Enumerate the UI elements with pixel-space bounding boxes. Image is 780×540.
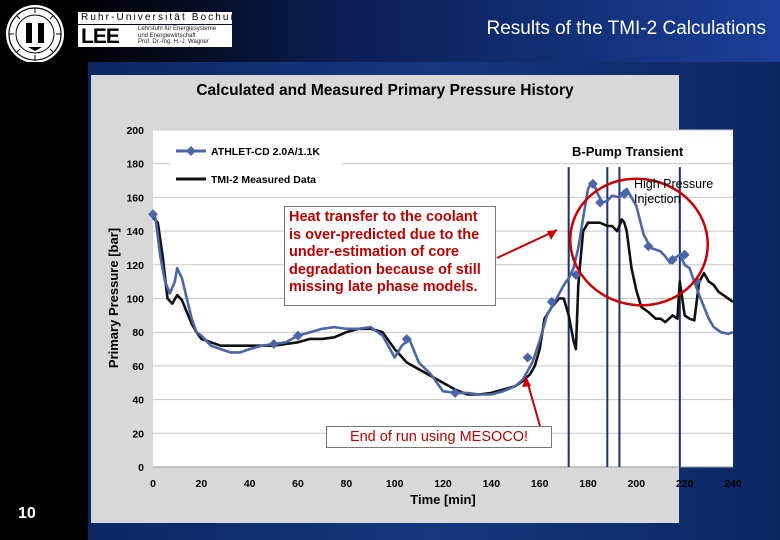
- series-marker-athlet: [691, 276, 702, 287]
- institute-lines: Lehrstuhl für Energiesysteme und Energie…: [138, 26, 216, 46]
- x-tick-label: 0: [150, 478, 156, 490]
- y-tick-label: 120: [126, 260, 144, 272]
- y-tick-label: 20: [132, 428, 144, 440]
- x-axis-label: Time [min]: [410, 492, 476, 507]
- x-tick-label: 100: [386, 478, 404, 490]
- y-axis-label: Primary Pressure [bar]: [106, 228, 121, 368]
- x-tick-label: 200: [628, 478, 646, 490]
- series-marker-athlet: [522, 352, 533, 363]
- slide-number: 10: [18, 505, 36, 522]
- chart-title: Calculated and Measured Primary Pressure…: [196, 82, 574, 99]
- series-marker-athlet: [293, 330, 303, 341]
- legend-marker-athlet: [186, 146, 196, 156]
- series-marker-athlet: [546, 296, 557, 307]
- x-tick-label: 220: [676, 478, 694, 490]
- end-of-run-annotation: End of run using MESOCO!: [326, 426, 552, 448]
- series-line-tmi2: [152, 216, 734, 396]
- data-series: [148, 178, 734, 398]
- institute-abbr: LEE: [81, 25, 120, 48]
- left-sidebar: [0, 62, 88, 540]
- series-marker-athlet: [667, 254, 678, 265]
- series-marker-athlet: [595, 197, 606, 208]
- y-tick-label: 160: [126, 192, 144, 204]
- y-tick-label: 0: [138, 462, 144, 474]
- legend-label-athlet: ATHLET-CD 2.0A/1.1K: [211, 146, 320, 158]
- highlight-ellipse: [568, 177, 710, 307]
- x-tick-label: 40: [244, 478, 256, 490]
- y-tick-label: 140: [126, 226, 144, 238]
- legend-label-tmi2: TMI-2 Measured Data: [211, 174, 316, 186]
- institute-logo: LEE Lehrstuhl für Energiesysteme und Ene…: [78, 25, 232, 48]
- y-tick-label: 100: [126, 294, 144, 306]
- x-tick-label: 180: [579, 478, 597, 490]
- series-marker-athlet: [401, 333, 412, 344]
- series-marker-athlet: [643, 241, 654, 252]
- x-tick-label: 140: [483, 478, 501, 490]
- university-name: Ruhr-Universität Bochum: [78, 12, 232, 24]
- y-tick-label: 60: [132, 361, 144, 373]
- annotation-arrows: [496, 229, 558, 427]
- page-title: Results of the TMI-2 Calculations: [486, 18, 767, 39]
- series-marker-athlet: [570, 269, 581, 280]
- chart-legend: ATHLET-CD 2.0A/1.1K TMI-2 Measured Data: [170, 136, 342, 192]
- slide-header: Ruhr-Universität Bochum LEE Lehrstuhl fü…: [0, 0, 780, 65]
- legend-box: [170, 136, 342, 192]
- series-marker-athlet: [679, 249, 690, 260]
- x-tick-label: 80: [340, 478, 352, 490]
- series-marker-athlet: [619, 189, 630, 200]
- arrowhead-end-of-run: [522, 377, 531, 387]
- university-seal-logo: [4, 3, 66, 65]
- y-tick-label: 40: [132, 395, 144, 407]
- high-pressure-injection-label: High Pressure Injection: [634, 177, 714, 206]
- y-tick-label: 180: [126, 159, 144, 171]
- x-axis-ticks: 0 20 40 60 80 100 120 140 160 180 200 220 240: [150, 478, 742, 490]
- arrow-heat-transfer: [496, 229, 558, 259]
- institute-line: Prof. Dr.-Ing. H.-J. Wagner: [138, 39, 209, 46]
- seal-emblem-icon: [8, 7, 62, 61]
- series-marker-athlet: [148, 209, 158, 220]
- b-pump-transient-label: B-Pump Transient: [572, 144, 684, 159]
- y-tick-label: 80: [132, 327, 144, 339]
- vertical-time-markers: [567, 167, 681, 467]
- x-tick-label: 60: [292, 478, 304, 490]
- institute-line: und Energiewirtschaft: [138, 32, 196, 39]
- heat-transfer-annotation: Heat transfer to the coolant is over-pre…: [284, 206, 496, 306]
- series-marker-athlet: [268, 338, 279, 349]
- x-tick-label: 120: [434, 478, 452, 490]
- x-tick-label: 20: [195, 478, 207, 490]
- arrowhead-heat-transfer: [547, 230, 557, 240]
- institute-line: Lehrstuhl für Energiesysteme: [138, 26, 217, 32]
- y-axis-ticks: 0 20 40 60 80 100 120 140 160 180 200: [126, 125, 144, 474]
- x-tick-label: 240: [724, 478, 742, 490]
- y-tick-label: 200: [126, 125, 144, 137]
- series-marker-athlet: [587, 178, 598, 189]
- x-tick-label: 160: [531, 478, 549, 490]
- series-marker-athlet: [450, 387, 461, 398]
